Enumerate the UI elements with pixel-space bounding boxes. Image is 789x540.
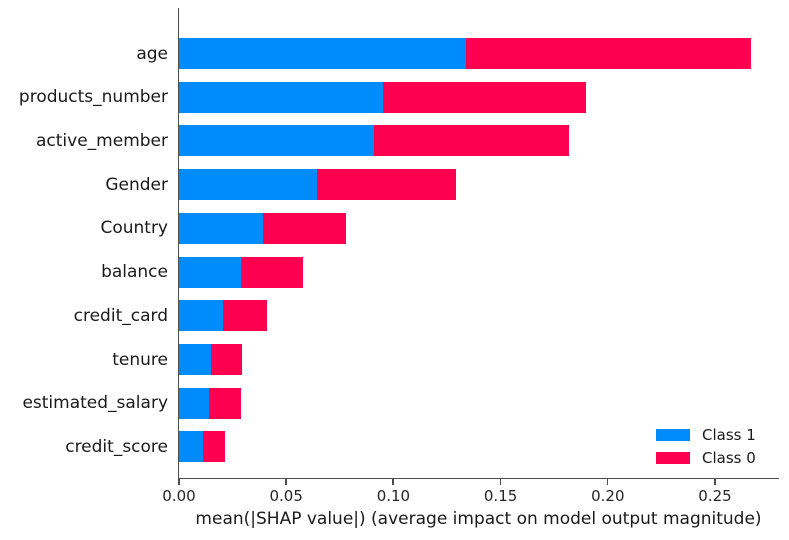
bar-Country-class-0 (262, 212, 347, 244)
bar-age-class-0 (466, 38, 752, 69)
bar-active_member-class-1 (179, 125, 375, 157)
xtick-label-0.05: 0.05 (269, 487, 303, 505)
ytick-label-Gender: Gender (105, 174, 168, 195)
plot-area (178, 8, 779, 479)
bar-credit_card-class-1 (179, 300, 223, 332)
xtick-label-0.10: 0.10 (376, 487, 411, 505)
xtick-label-0.15: 0.15 (483, 487, 518, 505)
bar-tenure-class-1 (179, 344, 212, 376)
bar-estimated_salary-class-0 (209, 387, 241, 419)
xtick-mark-0.15 (499, 479, 502, 485)
xtick-mark-0.00 (178, 479, 180, 485)
xtick-mark-0.05 (285, 479, 287, 485)
ytick-label-balance: balance (101, 262, 168, 283)
ytick-label-credit_card: credit_card (73, 305, 168, 326)
xtick-mark-0.10 (392, 479, 394, 485)
bar-Country-class-1 (179, 212, 263, 244)
bar-credit_score-class-0 (202, 431, 226, 463)
bar-age-class-1 (179, 38, 467, 69)
bar-credit_score-class-1 (179, 431, 203, 463)
xtick-mark-0.25 (714, 479, 716, 485)
bar-balance-class-0 (241, 256, 304, 288)
ytick-label-products_number: products_number (18, 87, 168, 108)
legend-entry-class-1: Class 1 (656, 423, 756, 446)
bar-Gender-class-0 (317, 169, 456, 201)
bar-products_number-class-1 (179, 81, 383, 113)
legend-swatch-icon (656, 451, 690, 464)
ytick-label-estimated_salary: estimated_salary (22, 393, 168, 414)
xtick-label-0.20: 0.20 (591, 487, 625, 505)
legend-label: Class 0 (702, 448, 756, 467)
ytick-label-age: age (136, 43, 168, 64)
ytick-label-credit_score: credit_score (65, 436, 168, 457)
legend-swatch-icon (656, 428, 690, 441)
bar-tenure-class-0 (211, 344, 243, 376)
ytick-label-Country: Country (100, 218, 168, 239)
bar-products_number-class-0 (382, 81, 587, 113)
legend-label: Class 1 (702, 425, 756, 444)
xtick-label-0.25: 0.25 (698, 487, 732, 505)
ytick-label-active_member: active_member (36, 130, 168, 151)
legend: Class 1 Class 0 (656, 423, 756, 469)
x-axis-label: mean(|SHAP value|) (average impact on mo… (195, 509, 762, 529)
bar-credit_card-class-0 (222, 300, 267, 332)
bar-estimated_salary-class-1 (179, 387, 210, 419)
ytick-label-tenure: tenure (112, 349, 168, 370)
bar-balance-class-1 (179, 256, 242, 288)
bar-active_member-class-0 (374, 125, 570, 157)
xtick-mark-0.20 (606, 479, 609, 485)
bar-Gender-class-1 (179, 169, 318, 201)
xtick-label-0.00: 0.00 (162, 487, 196, 505)
legend-entry-class-0: Class 0 (656, 446, 756, 469)
